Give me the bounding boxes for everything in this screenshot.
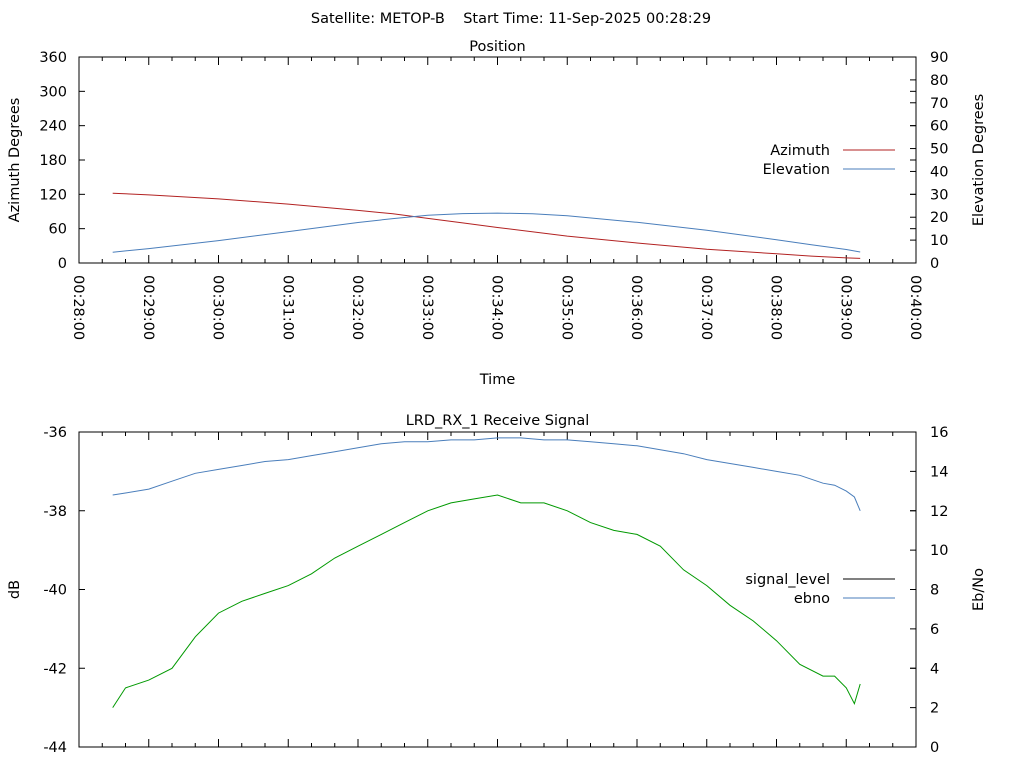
legend-label: Azimuth (770, 143, 830, 159)
x-tick-label: 00:40:00 (907, 275, 923, 340)
y2-tick-label: 20 (930, 210, 948, 226)
y2-tick-label: 10 (930, 543, 948, 559)
x-tick-label: 00:35:00 (558, 275, 574, 340)
x-tick-label: 00:32:00 (349, 275, 365, 340)
x-tick-label: 00:29:00 (140, 275, 156, 340)
y-axis-label: dB (7, 580, 23, 599)
y2-tick-label: 16 (930, 425, 948, 441)
x-tick-label: 00:31:00 (279, 275, 295, 340)
legend-label: signal_level (745, 572, 830, 588)
y-tick-label: 60 (49, 222, 67, 238)
x-tick-label: 00:38:00 (768, 275, 784, 340)
x-tick-label: 00:30:00 (210, 275, 226, 340)
y2-tick-label: 8 (930, 583, 939, 599)
y2-axis-label: Eb/No (971, 568, 987, 611)
plot-frame (78, 431, 917, 748)
y2-tick-label: 60 (930, 119, 948, 135)
x-tick-label: 00:37:00 (698, 275, 714, 340)
legend-label: Elevation (763, 162, 830, 178)
y2-tick-label: 50 (930, 142, 948, 158)
series-line-signal_level (112, 494, 861, 708)
y-tick-label: 120 (39, 187, 67, 203)
y2-tick-label: 2 (930, 701, 939, 717)
series-line-azimuth (112, 192, 861, 259)
y2-tick-label: 90 (930, 50, 948, 66)
y-axis-label: Azimuth Degrees (7, 98, 23, 223)
y-tick-label: -44 (43, 740, 67, 756)
y-tick-label: 360 (39, 50, 67, 66)
y2-tick-label: 4 (930, 661, 939, 677)
x-tick-label: 00:28:00 (70, 275, 86, 340)
y2-tick-label: 0 (930, 256, 939, 272)
y2-tick-label: 30 (930, 187, 948, 203)
y-tick-label: -40 (43, 583, 67, 599)
y-tick-label: 300 (39, 84, 67, 100)
series-line-elevation (112, 212, 861, 253)
y-tick-label: -38 (43, 504, 67, 520)
y2-axis-label: Elevation Degrees (971, 94, 987, 226)
chart-panel-2: LRD_RX_1 Receive Signal -44 -42 -40 -38 -36 0 2… (7, 413, 987, 756)
x-tick-label: 00:34:00 (489, 275, 505, 340)
y2-tick-label: 80 (930, 73, 948, 89)
chart-panel-1: Position 0 60 120 180 240 300 360 0 10 20 30 40 50 60 7… (7, 39, 987, 388)
y-tick-label: 240 (39, 119, 67, 135)
y2-tick-label: 6 (930, 622, 939, 638)
y2-tick-label: 0 (930, 740, 939, 756)
x-tick-label: 00:36:00 (628, 275, 644, 340)
y-tick-label: -36 (43, 425, 67, 441)
x-axis-label: Time (479, 372, 516, 388)
y2-tick-label: 40 (930, 164, 948, 180)
series-line-ebno (112, 437, 861, 511)
legend-label: ebno (794, 591, 830, 607)
plot-frame (78, 56, 917, 264)
chart-title: LRD_RX_1 Receive Signal (406, 413, 590, 429)
x-tick-label: 00:33:00 (419, 275, 435, 340)
x-tick-label: 00:39:00 (837, 275, 853, 340)
y2-tick-label: 12 (930, 504, 948, 520)
y2-tick-label: 14 (930, 464, 948, 480)
y2-tick-label: 10 (930, 233, 948, 249)
chart-title: Position (469, 39, 525, 55)
y2-tick-label: 70 (930, 96, 948, 112)
y-tick-label: 180 (39, 153, 67, 169)
y-tick-label: 0 (58, 256, 67, 272)
chart-header: Satellite: METOP-B Start Time: 11-Sep-20… (311, 11, 711, 27)
y-tick-label: -42 (43, 661, 67, 677)
